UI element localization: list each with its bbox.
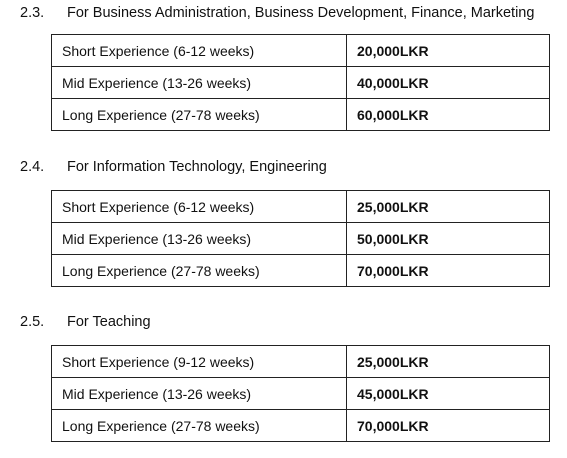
experience-price: 70,000LKR bbox=[346, 409, 550, 442]
section-heading: 2.5. For Teaching bbox=[0, 312, 567, 332]
experience-price: 20,000LKR bbox=[346, 34, 550, 67]
table-row: Long Experience (27-78 weeks) 60,000LKR bbox=[51, 98, 550, 131]
section-number: 2.4. bbox=[20, 159, 45, 175]
section-business: 2.3. For Business Administration, Busine… bbox=[0, 3, 567, 131]
section-it-engineering: 2.4. For Information Technology, Enginee… bbox=[0, 157, 567, 287]
table-row: Long Experience (27-78 weeks) 70,000LKR bbox=[51, 254, 550, 287]
experience-label: Mid Experience (13-26 weeks) bbox=[51, 66, 347, 99]
experience-price: 50,000LKR bbox=[346, 222, 550, 255]
experience-price: 25,000LKR bbox=[346, 345, 550, 378]
experience-label: Short Experience (9-12 weeks) bbox=[51, 345, 347, 378]
experience-label: Short Experience (6-12 weeks) bbox=[51, 190, 347, 223]
price-table-it-engineering: Short Experience (6-12 weeks) 25,000LKR … bbox=[51, 190, 550, 287]
experience-label: Mid Experience (13-26 weeks) bbox=[51, 377, 347, 410]
table-row: Short Experience (9-12 weeks) 25,000LKR bbox=[51, 345, 550, 378]
section-heading: 2.4. For Information Technology, Enginee… bbox=[0, 157, 567, 177]
table-row: Short Experience (6-12 weeks) 20,000LKR bbox=[51, 34, 550, 67]
experience-price: 45,000LKR bbox=[346, 377, 550, 410]
experience-label: Mid Experience (13-26 weeks) bbox=[51, 222, 347, 255]
experience-label: Long Experience (27-78 weeks) bbox=[51, 254, 347, 287]
experience-label: Long Experience (27-78 weeks) bbox=[51, 98, 347, 131]
section-title: For Information Technology, Engineering bbox=[67, 159, 327, 175]
table-row: Mid Experience (13-26 weeks) 45,000LKR bbox=[51, 377, 550, 410]
experience-price: 40,000LKR bbox=[346, 66, 550, 99]
section-title: For Business Administration, Business De… bbox=[67, 5, 535, 21]
price-table-business: Short Experience (6-12 weeks) 20,000LKR … bbox=[51, 34, 550, 131]
experience-label: Short Experience (6-12 weeks) bbox=[51, 34, 347, 67]
price-table-teaching: Short Experience (9-12 weeks) 25,000LKR … bbox=[51, 345, 550, 442]
experience-price: 70,000LKR bbox=[346, 254, 550, 287]
section-number: 2.5. bbox=[20, 314, 45, 330]
section-number: 2.3. bbox=[20, 5, 45, 21]
table-row: Mid Experience (13-26 weeks) 50,000LKR bbox=[51, 222, 550, 255]
table-row: Short Experience (6-12 weeks) 25,000LKR bbox=[51, 190, 550, 223]
section-heading: 2.3. For Business Administration, Busine… bbox=[0, 3, 567, 23]
table-row: Long Experience (27-78 weeks) 70,000LKR bbox=[51, 409, 550, 442]
section-title: For Teaching bbox=[67, 314, 151, 330]
table-row: Mid Experience (13-26 weeks) 40,000LKR bbox=[51, 66, 550, 99]
experience-label: Long Experience (27-78 weeks) bbox=[51, 409, 347, 442]
experience-price: 25,000LKR bbox=[346, 190, 550, 223]
experience-price: 60,000LKR bbox=[346, 98, 550, 131]
section-teaching: 2.5. For Teaching Short Experience (9-12… bbox=[0, 312, 567, 442]
